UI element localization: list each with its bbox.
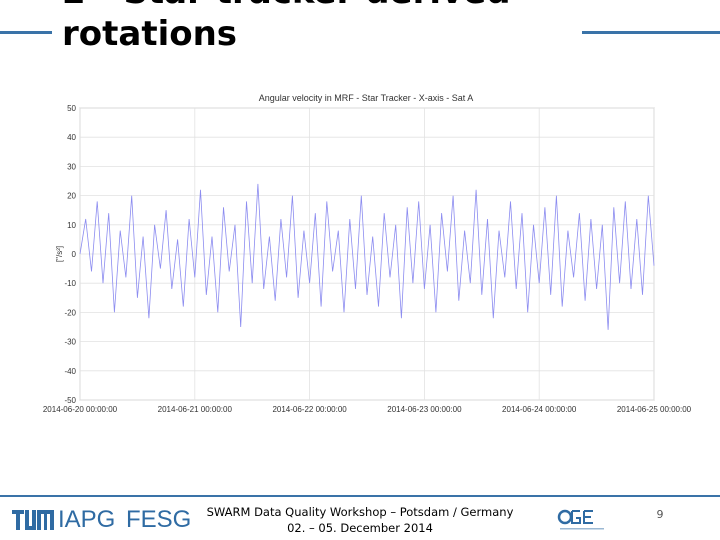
y-axis-label: ["/s²] [55,246,64,262]
y-tick-label: -50 [64,396,76,405]
grid-vertical [79,108,655,400]
x-tick-label: 2014-06-24 00:00:00 [502,405,577,414]
x-tick-label: 2014-06-21 00:00:00 [158,405,233,414]
series-line [79,183,655,330]
slide-title-line2: rotations [62,14,238,54]
y-tick-label: -30 [64,338,76,347]
y-tick-label: 40 [67,133,76,142]
title-rule-left [0,31,52,34]
slide-title-line1: 2 - Star tracker derived [62,0,511,12]
y-tick-label: 50 [67,104,76,113]
y-tick-label: -20 [64,308,76,317]
x-tick-label: 2014-06-23 00:00:00 [387,405,462,414]
fesg-logo-text: FESG [126,506,192,533]
x-tick-label: 2014-06-20 00:00:00 [43,405,118,414]
tum-logo-icon [12,510,54,530]
y-tick-label: -10 [64,279,76,288]
y-tick-label: 30 [67,162,76,171]
footer-event: SWARM Data Quality Workshop – Potsdam / … [206,505,514,519]
footer-date: 02. – 05. December 2014 [287,521,433,535]
x-tick-label: 2014-06-25 00:00:00 [617,405,692,414]
x-tick-labels: 2014-06-20 00:00:00 2014-06-21 00:00:00 20… [43,405,692,414]
title-rule-right [582,31,720,34]
page-number: 9 [656,508,664,521]
y-tick-label: 20 [67,192,76,201]
y-tick-labels: 50 40 30 20 10 0 -10 -20 -30 -40 -50 [64,104,76,405]
angular-velocity-chart: Angular velocity in MRF - Star Tracker -… [43,93,692,414]
y-tick-label: 0 [72,250,77,259]
x-tick-label: 2014-06-22 00:00:00 [272,405,347,414]
footer-rule [0,495,720,497]
iapg-logo-text: IAPG [58,506,116,533]
gge-logo-icon [557,509,604,530]
chart-title: Angular velocity in MRF - Star Tracker -… [259,93,474,103]
y-tick-label: -40 [64,367,76,376]
grid-horizontal [80,107,654,401]
y-tick-label: 10 [67,221,76,230]
